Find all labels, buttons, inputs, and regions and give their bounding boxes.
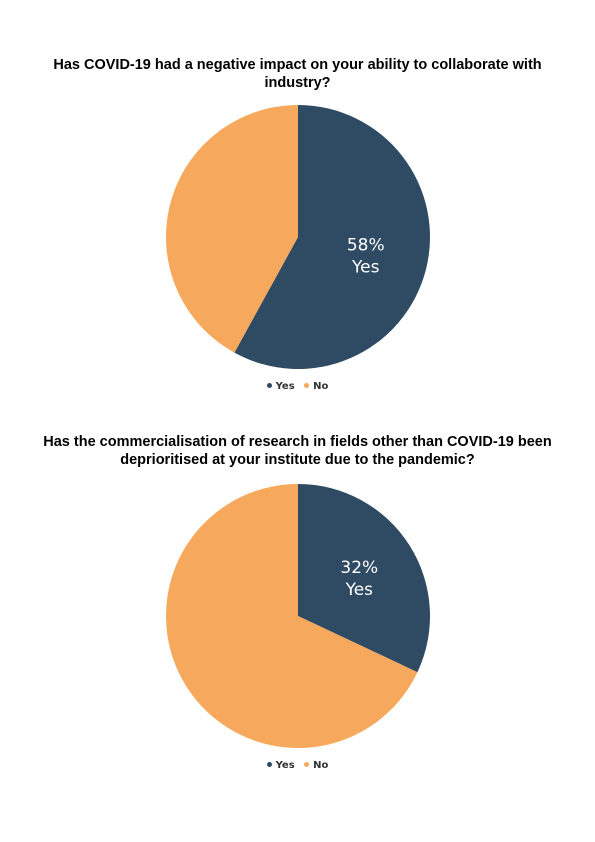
chart-2-legend-no: No bbox=[304, 760, 328, 771]
pie-slice-no bbox=[165, 484, 418, 748]
chart-1-title: Has COVID-19 had a negative impact on yo… bbox=[53, 57, 542, 91]
legend-dot-icon bbox=[266, 761, 272, 767]
legend-label: No bbox=[313, 381, 329, 392]
chart-2-pie: 32%Yes bbox=[165, 484, 430, 748]
data-label-category: Yes bbox=[345, 580, 374, 600]
legend-dot-icon bbox=[304, 761, 310, 767]
legend-label: Yes bbox=[275, 760, 295, 771]
data-label-percent: 32% bbox=[340, 558, 378, 578]
chart-1-legend-no: No bbox=[304, 381, 328, 392]
chart-2-legend-yes: Yes bbox=[266, 760, 295, 771]
legend-dot-icon bbox=[304, 382, 310, 388]
chart-2-legend: Yes No bbox=[0, 760, 595, 771]
chart-2: Has the commercialisation of research in… bbox=[0, 420, 595, 842]
legend-label: No bbox=[313, 760, 329, 771]
pie-slice-yes bbox=[298, 484, 430, 673]
pie-slice-no bbox=[165, 105, 298, 353]
chart-1: Has COVID-19 had a negative impact on yo… bbox=[0, 0, 595, 420]
legend-dot-icon bbox=[266, 382, 272, 388]
legend-label: Yes bbox=[275, 381, 295, 392]
pie-slice-yes bbox=[234, 105, 430, 369]
chart-1-legend-yes: Yes bbox=[266, 381, 295, 392]
data-label-category: Yes bbox=[351, 257, 380, 277]
chart-2-title: Has the commercialisation of research in… bbox=[43, 434, 552, 468]
chart-1-pie: 58%Yes bbox=[165, 105, 430, 369]
data-label-percent: 58% bbox=[347, 235, 385, 255]
chart-1-legend: Yes No bbox=[0, 381, 595, 392]
